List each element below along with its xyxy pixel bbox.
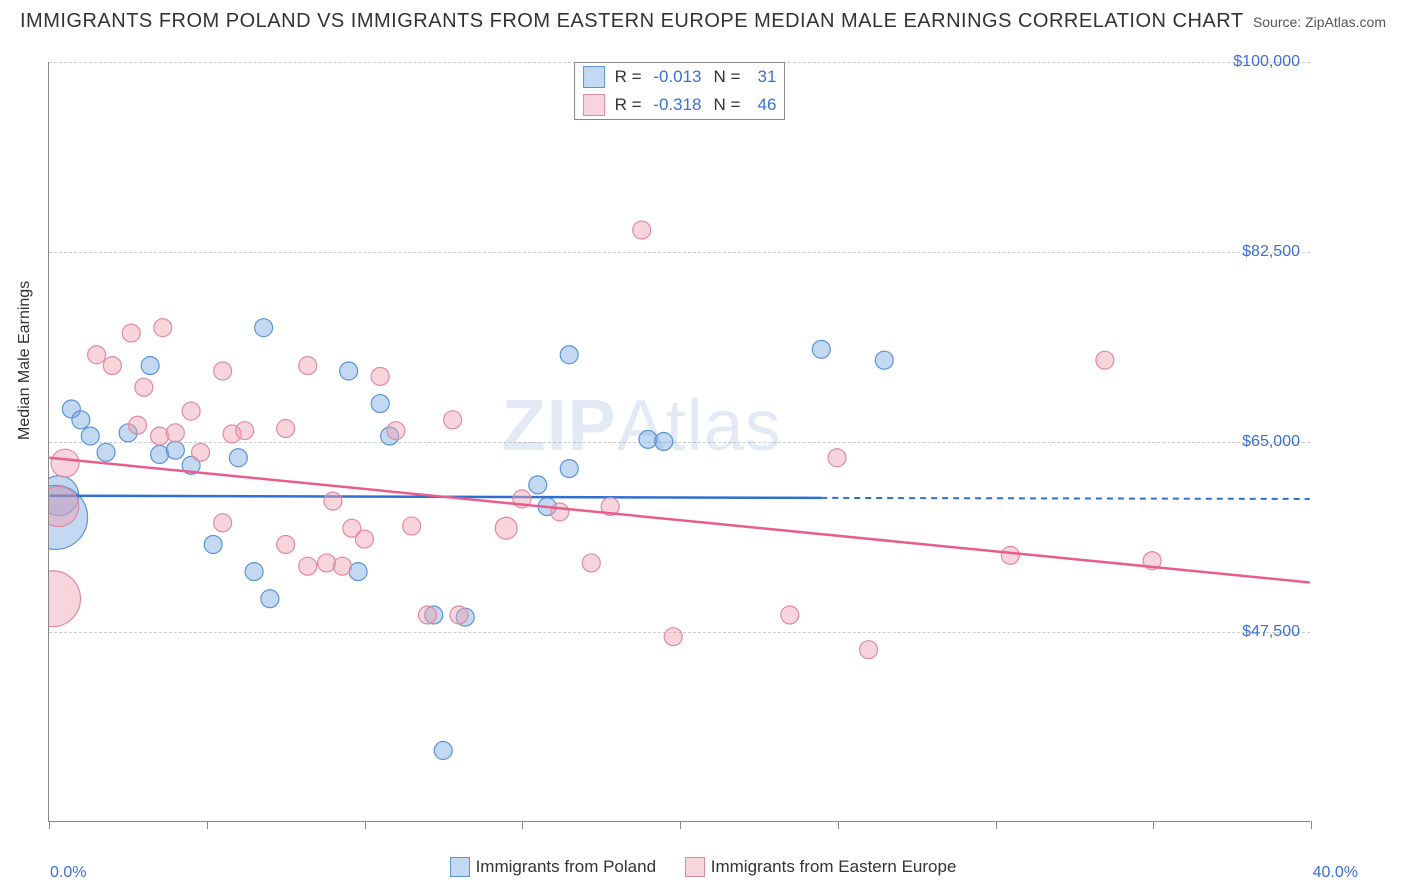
legend-item-1: Immigrants from Poland bbox=[450, 857, 656, 877]
source-attribution: Source: ZipAtlas.com bbox=[1253, 14, 1386, 30]
r-label: R = bbox=[615, 95, 642, 115]
n-label: N = bbox=[714, 67, 741, 87]
scatter-point bbox=[1001, 546, 1019, 564]
n-label: N = bbox=[714, 95, 741, 115]
scatter-point bbox=[204, 536, 222, 554]
scatter-point bbox=[664, 628, 682, 646]
xtick bbox=[522, 821, 523, 829]
scatter-point bbox=[639, 430, 657, 448]
scatter-point bbox=[214, 362, 232, 380]
xtick bbox=[207, 821, 208, 829]
swatch-series-1 bbox=[450, 857, 470, 877]
stats-legend: R = -0.013 N = 31 R = -0.318 N = 46 bbox=[574, 62, 786, 120]
scatter-point bbox=[182, 402, 200, 420]
scatter-point bbox=[551, 503, 569, 521]
scatter-point bbox=[214, 514, 232, 532]
xtick bbox=[1153, 821, 1154, 829]
legend-label-2: Immigrants from Eastern Europe bbox=[711, 857, 957, 877]
scatter-point bbox=[333, 557, 351, 575]
series-legend: Immigrants from Poland Immigrants from E… bbox=[0, 857, 1406, 882]
scatter-point bbox=[129, 416, 147, 434]
y-axis-label: Median Male Earnings bbox=[16, 281, 34, 440]
scatter-point bbox=[828, 449, 846, 467]
stats-legend-row: R = -0.318 N = 46 bbox=[575, 91, 785, 119]
scatter-svg bbox=[49, 62, 1310, 821]
scatter-point bbox=[340, 362, 358, 380]
trend-line bbox=[49, 458, 1309, 583]
legend-label-1: Immigrants from Poland bbox=[476, 857, 656, 877]
n-value-1: 31 bbox=[744, 67, 776, 87]
scatter-point bbox=[236, 422, 254, 440]
plot-area: ZIPAtlas R = -0.013 N = 31 R = -0.318 N … bbox=[48, 62, 1310, 822]
scatter-point bbox=[88, 346, 106, 364]
scatter-point bbox=[245, 563, 263, 581]
swatch-series-2 bbox=[583, 94, 605, 116]
legend-item-2: Immigrants from Eastern Europe bbox=[685, 857, 957, 877]
scatter-point bbox=[444, 411, 462, 429]
scatter-point bbox=[403, 517, 421, 535]
scatter-point bbox=[318, 554, 336, 572]
scatter-point bbox=[781, 606, 799, 624]
scatter-point bbox=[355, 530, 373, 548]
xtick bbox=[680, 821, 681, 829]
scatter-point bbox=[418, 606, 436, 624]
scatter-point bbox=[1096, 351, 1114, 369]
scatter-point bbox=[529, 476, 547, 494]
stats-legend-row: R = -0.013 N = 31 bbox=[575, 63, 785, 91]
scatter-point bbox=[103, 357, 121, 375]
n-value-2: 46 bbox=[744, 95, 776, 115]
chart-title: IMMIGRANTS FROM POLAND VS IMMIGRANTS FRO… bbox=[20, 10, 1244, 33]
scatter-point bbox=[51, 449, 79, 477]
r-value-1: -0.013 bbox=[646, 67, 702, 87]
scatter-point bbox=[229, 449, 247, 467]
scatter-point bbox=[166, 441, 184, 459]
scatter-point bbox=[495, 517, 517, 539]
scatter-point bbox=[154, 319, 172, 337]
scatter-point bbox=[151, 427, 169, 445]
scatter-point bbox=[371, 395, 389, 413]
scatter-point bbox=[255, 319, 273, 337]
scatter-point bbox=[299, 557, 317, 575]
r-label: R = bbox=[615, 67, 642, 87]
scatter-point bbox=[277, 536, 295, 554]
scatter-point bbox=[655, 433, 673, 451]
scatter-point bbox=[434, 742, 452, 760]
xtick bbox=[1311, 821, 1312, 829]
scatter-point bbox=[560, 346, 578, 364]
scatter-point bbox=[49, 571, 80, 627]
scatter-point bbox=[299, 357, 317, 375]
scatter-point bbox=[324, 492, 342, 510]
scatter-point bbox=[261, 590, 279, 608]
scatter-point bbox=[122, 324, 140, 342]
xtick bbox=[838, 821, 839, 829]
xtick bbox=[365, 821, 366, 829]
scatter-point bbox=[277, 420, 295, 438]
scatter-point bbox=[141, 357, 159, 375]
scatter-point bbox=[72, 411, 90, 429]
scatter-point bbox=[166, 424, 184, 442]
scatter-point bbox=[560, 460, 578, 478]
scatter-point bbox=[135, 378, 153, 396]
scatter-point bbox=[875, 351, 893, 369]
trend-line-dashed bbox=[821, 498, 1309, 499]
scatter-point bbox=[192, 443, 210, 461]
scatter-point bbox=[151, 446, 169, 464]
swatch-series-2 bbox=[685, 857, 705, 877]
xtick bbox=[996, 821, 997, 829]
scatter-point bbox=[450, 606, 468, 624]
xtick bbox=[49, 821, 50, 829]
scatter-point bbox=[860, 641, 878, 659]
swatch-series-1 bbox=[583, 66, 605, 88]
r-value-2: -0.318 bbox=[646, 95, 702, 115]
scatter-point bbox=[371, 367, 389, 385]
scatter-point bbox=[812, 340, 830, 358]
scatter-point bbox=[97, 443, 115, 461]
title-bar: IMMIGRANTS FROM POLAND VS IMMIGRANTS FRO… bbox=[0, 0, 1406, 33]
scatter-point bbox=[582, 554, 600, 572]
scatter-point bbox=[387, 422, 405, 440]
scatter-point bbox=[81, 427, 99, 445]
scatter-point bbox=[633, 221, 651, 239]
